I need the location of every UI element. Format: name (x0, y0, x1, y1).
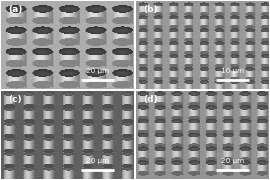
Text: 10 μm: 10 μm (221, 68, 244, 74)
Text: 20 μm: 20 μm (221, 158, 244, 164)
Text: (a): (a) (8, 5, 22, 14)
Text: 20 μm: 20 μm (86, 158, 109, 164)
Text: 20 μm: 20 μm (86, 68, 109, 74)
Text: (c): (c) (8, 95, 22, 104)
Text: (d): (d) (143, 95, 157, 104)
Text: (b): (b) (143, 5, 157, 14)
